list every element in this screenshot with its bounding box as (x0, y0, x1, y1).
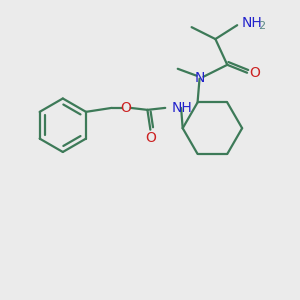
Text: NH: NH (241, 16, 262, 30)
Text: N: N (194, 71, 205, 85)
Text: O: O (120, 101, 131, 115)
Text: NH: NH (171, 101, 192, 115)
Text: 2: 2 (258, 21, 265, 31)
Text: O: O (250, 66, 260, 80)
Text: O: O (145, 130, 156, 145)
